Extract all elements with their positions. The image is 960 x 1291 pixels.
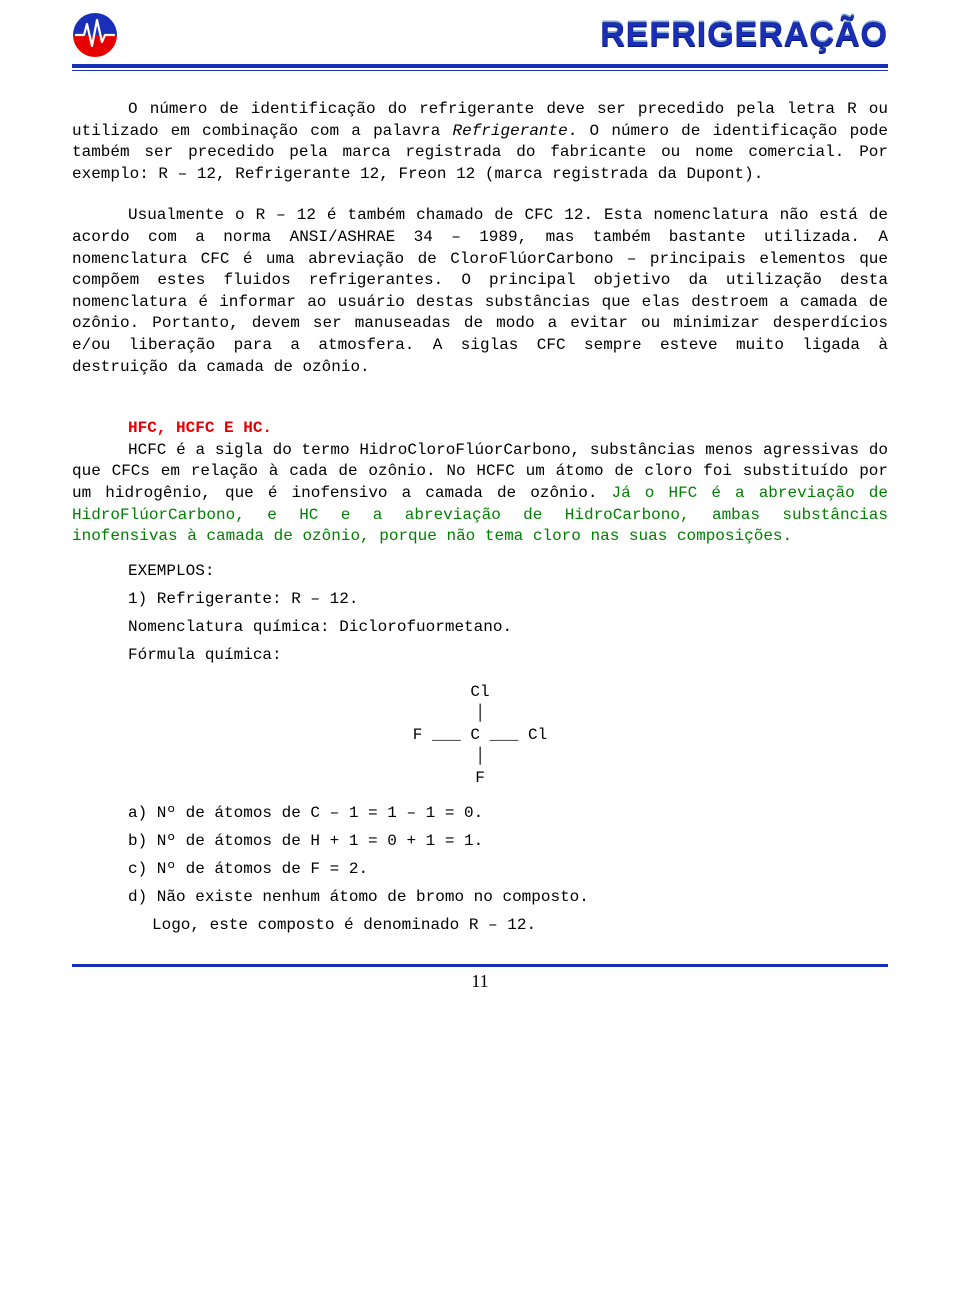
logo-icon xyxy=(72,12,118,58)
answer-c: c) Nº de átomos de F = 2. xyxy=(128,860,888,878)
answer-a: a) Nº de átomos de C – 1 = 1 – 1 = 0. xyxy=(128,804,888,822)
formula-line: F xyxy=(475,769,485,787)
footer: 11 xyxy=(72,964,888,992)
examples-title: EXEMPLOS: xyxy=(128,562,888,580)
page-number: 11 xyxy=(72,971,888,992)
answer-d: d) Não existe nenhum átomo de bromo no c… xyxy=(128,888,888,906)
formula-line: │ xyxy=(475,704,485,722)
page: REFRIGERAÇÃO O número de identificação d… xyxy=(0,0,960,1022)
text-italic: Refrigerante xyxy=(453,122,568,140)
example-item: Nomenclatura química: Diclorofuormetano. xyxy=(128,618,888,636)
header-rule xyxy=(72,64,888,68)
header: REFRIGERAÇÃO xyxy=(72,12,888,58)
answer-conclusion: Logo, este composto é denominado R – 12. xyxy=(152,916,888,934)
formula-line: Cl xyxy=(470,683,489,701)
paragraph-2: Usualmente o R – 12 é também chamado de … xyxy=(72,205,888,378)
answers-block: a) Nº de átomos de C – 1 = 1 – 1 = 0. b)… xyxy=(72,804,888,934)
example-item: Fórmula química: xyxy=(128,646,888,664)
paragraph-3: HCFC é a sigla do termo HidroCloroFlúorC… xyxy=(72,440,888,548)
formula-line: │ xyxy=(475,747,485,765)
example-item: 1) Refrigerante: R – 12. xyxy=(128,590,888,608)
answer-b: b) Nº de átomos de H + 1 = 0 + 1 = 1. xyxy=(128,832,888,850)
header-rule-thin xyxy=(72,70,888,71)
heading-hfc: HFC, HCFC E HC. xyxy=(72,418,888,440)
wordmark: REFRIGERAÇÃO xyxy=(600,16,888,55)
footer-rule xyxy=(72,964,888,967)
heading-text: HFC, HCFC E HC. xyxy=(128,419,272,437)
formula-line: F ___ C ___ Cl xyxy=(413,726,547,744)
paragraph-1: O número de identificação do refrigerant… xyxy=(72,99,888,185)
chemical-formula: Cl │ F ___ C ___ Cl │ F xyxy=(72,682,888,790)
content: O número de identificação do refrigerant… xyxy=(72,99,888,934)
examples-block: EXEMPLOS: 1) Refrigerante: R – 12. Nomen… xyxy=(72,562,888,664)
